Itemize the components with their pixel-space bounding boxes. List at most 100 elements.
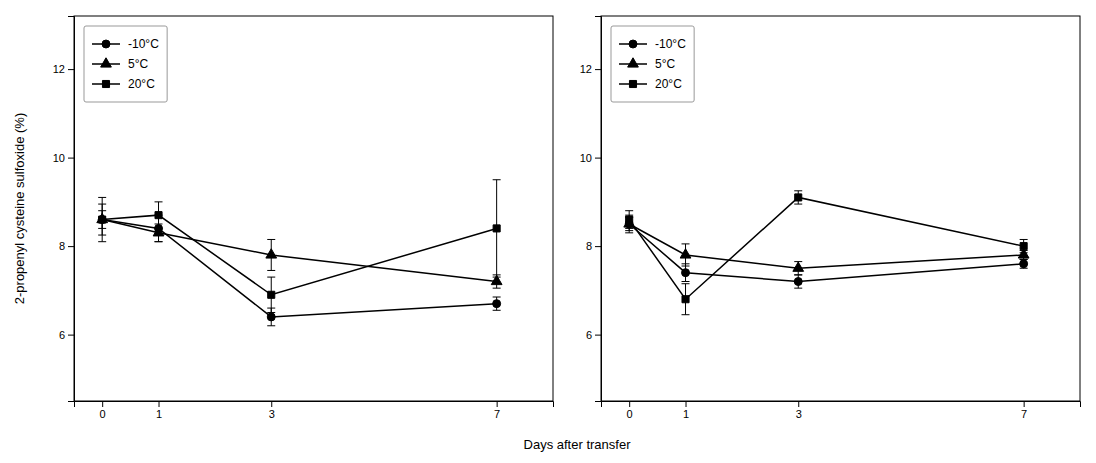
marker xyxy=(682,269,690,277)
legend-item: 5°C xyxy=(619,57,675,71)
marker xyxy=(626,216,633,223)
legend: -10°C5°C20°C xyxy=(84,26,167,102)
y-tick: 10 xyxy=(580,152,601,164)
y-tick: 8 xyxy=(586,240,601,252)
x-axis-line xyxy=(75,402,554,408)
x-tick: 0 xyxy=(100,401,106,420)
y-tick-mark xyxy=(595,69,601,70)
legend-frame xyxy=(611,26,694,102)
x-tick: 7 xyxy=(494,401,500,420)
x-tick: 1 xyxy=(156,401,162,420)
plot-frame xyxy=(74,16,553,401)
y-tick-mark xyxy=(595,335,601,336)
series xyxy=(624,217,1029,275)
y-axis: 6 8 10 12 xyxy=(580,17,602,402)
x-tick: 3 xyxy=(796,401,802,420)
marker xyxy=(795,194,802,201)
legend-label: -10°C xyxy=(128,37,159,51)
x-tick: 1 xyxy=(683,401,689,420)
y-tick: 6 xyxy=(59,329,74,341)
y-axis: 6 8 10 12 xyxy=(53,17,75,402)
x-tick-mark xyxy=(1024,401,1025,407)
series xyxy=(98,180,500,313)
legend-label: 20°C xyxy=(128,77,155,91)
y-tick-mark xyxy=(68,246,74,247)
marks xyxy=(624,191,1029,315)
y-tick: 12 xyxy=(580,63,601,75)
x-tick: 7 xyxy=(1021,401,1027,420)
x-tick-label: 1 xyxy=(683,408,689,420)
x-tick-label: 0 xyxy=(627,408,633,420)
x-tick-label: 3 xyxy=(269,408,275,420)
marker xyxy=(266,249,277,258)
y-tick-label: 6 xyxy=(586,329,592,341)
y-axis-line xyxy=(68,17,75,402)
x-tick-label: 7 xyxy=(494,408,500,420)
panel: 0 1 3 7 6 8 10 12 -10°C 5°C 20°C xyxy=(580,16,1081,420)
y-tick-mark xyxy=(68,69,74,70)
x-tick-label: 3 xyxy=(796,408,802,420)
legend-marker xyxy=(628,58,639,67)
x-axis-title: Days after transfer xyxy=(524,437,632,452)
x-tick-mark xyxy=(102,401,103,407)
marker xyxy=(493,300,501,308)
chart-svg: 0137681012-10°C5°C20°C2-propenyl cystein… xyxy=(0,0,1096,463)
legend-marker xyxy=(102,80,109,87)
y-tick-label: 12 xyxy=(53,63,65,75)
error-bar xyxy=(794,191,802,204)
y-tick-mark xyxy=(595,158,601,159)
error-bar xyxy=(1020,239,1028,252)
marker xyxy=(493,225,500,232)
x-tick-label: 7 xyxy=(1021,408,1027,420)
legend-item: 20°C xyxy=(619,77,682,91)
error-bar xyxy=(682,284,690,315)
x-axis-line xyxy=(602,402,1081,408)
legend: -10°C 5°C 20°C xyxy=(611,26,694,102)
legend-marker xyxy=(629,40,637,48)
y-tick-mark xyxy=(68,335,74,336)
y-tick: 10 xyxy=(53,152,74,164)
x-tick-mark xyxy=(629,401,630,407)
series xyxy=(97,211,502,288)
marker xyxy=(1020,243,1027,250)
x-tick: 3 xyxy=(269,401,275,420)
marker xyxy=(267,313,275,321)
marks xyxy=(97,180,502,326)
y-tick-label: 10 xyxy=(53,152,65,164)
marker xyxy=(680,249,691,258)
error-bar xyxy=(493,180,501,277)
x-tick-mark xyxy=(159,401,160,407)
legend-frame xyxy=(84,26,167,102)
y-tick-label: 6 xyxy=(59,329,65,341)
series-line xyxy=(629,224,1023,268)
y-tick-label: 10 xyxy=(580,152,592,164)
y-tick-label: 8 xyxy=(586,240,592,252)
legend-item: -10°C xyxy=(619,37,686,51)
y-tick-mark xyxy=(68,158,74,159)
plot-frame xyxy=(601,16,1080,401)
x-axis: 0 1 3 7 xyxy=(602,401,1081,420)
y-tick: 12 xyxy=(53,63,74,75)
y-tick: 8 xyxy=(59,240,74,252)
series xyxy=(625,191,1027,315)
marker xyxy=(99,216,106,223)
y-tick: 6 xyxy=(586,329,601,341)
legend-label: 20°C xyxy=(655,77,682,91)
marker xyxy=(268,291,275,298)
legend-marker xyxy=(101,58,112,67)
y-tick-label: 12 xyxy=(580,63,592,75)
legend-item: 20°C xyxy=(92,77,155,91)
x-tick: 0 xyxy=(627,401,633,420)
marker xyxy=(794,278,802,286)
legend-label: -10°C xyxy=(655,37,686,51)
error-bar xyxy=(794,275,802,288)
panel: 0137681012-10°C5°C20°C2-propenyl cystein… xyxy=(12,16,554,420)
series-line xyxy=(102,215,496,295)
marker xyxy=(1020,260,1028,268)
x-tick-mark xyxy=(686,401,687,407)
x-tick-mark xyxy=(798,401,799,407)
error-bar xyxy=(1020,259,1028,268)
error-bar xyxy=(155,202,163,229)
x-tick-mark xyxy=(271,401,272,407)
y-tick-label: 8 xyxy=(59,240,65,252)
